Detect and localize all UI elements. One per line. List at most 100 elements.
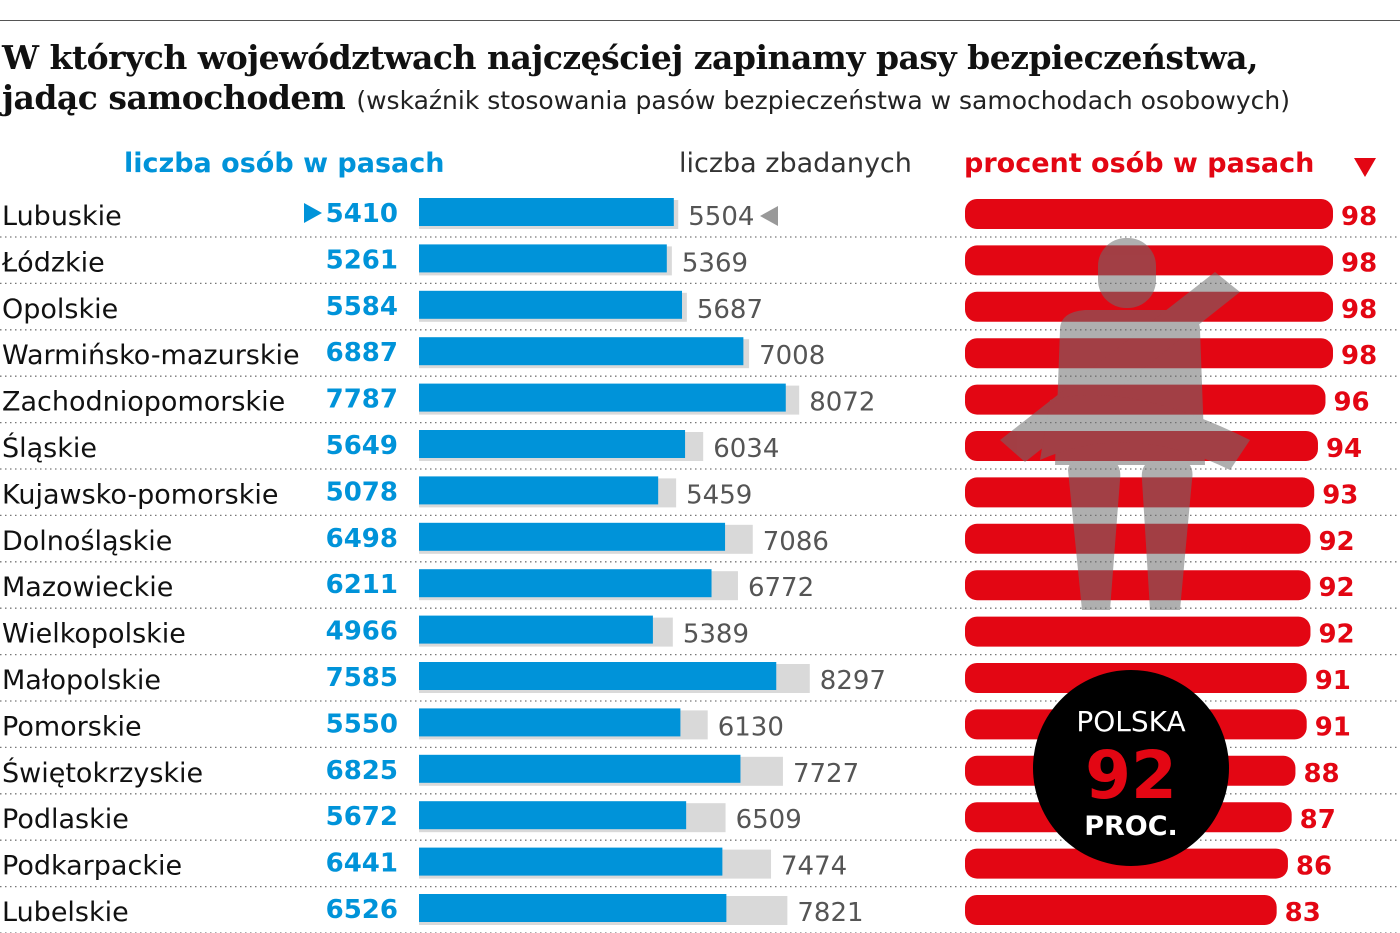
badge-value-label: 92 xyxy=(1085,737,1177,814)
surveyed-value-label: 8072 xyxy=(809,388,875,418)
surveyed-value-label: 7727 xyxy=(793,759,859,789)
percent-value-label: 96 xyxy=(1333,388,1369,418)
surveyed-value-label: 6034 xyxy=(713,434,779,464)
belted-value-label: 6441 xyxy=(326,849,398,879)
percent-value-label: 92 xyxy=(1318,527,1354,557)
belted-bar xyxy=(419,754,741,783)
chart-subtitle: (wskaźnik stosowania pasów bezpieczeństw… xyxy=(356,86,1290,115)
belted-value-label: 5410 xyxy=(326,199,398,229)
category-label: Pomorskie xyxy=(2,711,142,742)
category-label: Dolnośląskie xyxy=(2,526,172,557)
category-label: Opolskie xyxy=(2,294,118,325)
belted-bar xyxy=(419,662,777,690)
belted-bar xyxy=(419,290,683,319)
title-line-1: W których województwach najczęściej zapi… xyxy=(2,38,1259,77)
surveyed-value-label: 8297 xyxy=(820,666,886,696)
category-label: Łódzkie xyxy=(1,247,105,278)
percent-value-label: 83 xyxy=(1285,898,1321,928)
category-label: Kujawsko-pomorskie xyxy=(2,479,279,510)
percent-value-label: 91 xyxy=(1315,666,1351,696)
header-percent: procent osób w pasach xyxy=(964,148,1315,179)
belted-value-label: 7585 xyxy=(326,663,398,693)
surveyed-value-label: 5459 xyxy=(686,480,752,510)
percent-bar xyxy=(965,570,1311,601)
percent-value-label: 94 xyxy=(1326,434,1362,464)
belted-bar xyxy=(419,244,667,273)
percent-value-label: 88 xyxy=(1303,759,1339,789)
percent-value-label: 98 xyxy=(1341,295,1377,325)
percent-value-label: 98 xyxy=(1341,202,1377,232)
triangle-left-icon xyxy=(760,206,778,226)
category-label: Warmińsko-mazurskie xyxy=(2,340,300,371)
belted-value-label: 7787 xyxy=(326,385,398,415)
percent-value-label: 93 xyxy=(1322,480,1358,510)
category-label: Mazowieckie xyxy=(2,572,173,603)
badge-top-label: POLSKA xyxy=(1076,705,1185,738)
percent-bar xyxy=(965,616,1311,647)
surveyed-value-label: 7474 xyxy=(781,852,847,882)
belted-value-label: 6887 xyxy=(326,338,398,368)
surveyed-value-label: 6130 xyxy=(718,712,784,742)
category-label: Zachodniopomorskie xyxy=(2,387,285,418)
surveyed-value-label: 7008 xyxy=(759,341,825,371)
chart-title: W których województwach najczęściej zapi… xyxy=(2,38,1290,121)
head xyxy=(1098,238,1156,308)
category-label: Lubelskie xyxy=(2,897,129,928)
national-badge xyxy=(1033,670,1229,866)
belted-value-label: 5078 xyxy=(326,477,398,507)
surveyed-value-label: 6772 xyxy=(748,573,814,603)
triangle-right-icon xyxy=(304,203,322,223)
surveyed-value-label: 5687 xyxy=(697,295,763,325)
top-rule xyxy=(0,20,1400,21)
surveyed-value-label: 5369 xyxy=(682,248,748,278)
percent-value-label: 98 xyxy=(1341,341,1377,371)
category-label: Wielkopolskie xyxy=(2,619,186,650)
belted-bar xyxy=(419,337,744,366)
header-belted: liczba osób w pasach xyxy=(124,148,445,179)
belted-bar xyxy=(419,708,681,737)
surveyed-value-label: 5504 xyxy=(688,202,754,232)
percent-bar xyxy=(965,291,1333,322)
belted-bar xyxy=(419,847,723,876)
belted-value-label: 5672 xyxy=(326,802,398,832)
surveyed-value-label: 6509 xyxy=(736,805,802,835)
belted-value-label: 6526 xyxy=(326,895,398,925)
belted-bar xyxy=(419,569,712,598)
belted-bar xyxy=(419,801,687,830)
category-label: Świętokrzyskie xyxy=(2,757,203,789)
header-surveyed: liczba zbadanych xyxy=(679,148,912,179)
percent-bar xyxy=(965,895,1277,925)
percent-value-label: 92 xyxy=(1318,573,1354,603)
category-label: Podlaskie xyxy=(2,804,129,835)
percent-value-label: 98 xyxy=(1341,248,1377,278)
belted-bar xyxy=(419,476,659,505)
belted-value-label: 6211 xyxy=(326,570,398,600)
belted-value-label: 5584 xyxy=(326,292,398,322)
belted-value-label: 5550 xyxy=(326,709,398,739)
category-label: Małopolskie xyxy=(2,665,161,696)
percent-value-label: 87 xyxy=(1300,805,1336,835)
title-line-2: jadąc samochodem xyxy=(2,78,346,117)
percent-value-label: 91 xyxy=(1315,712,1351,742)
percent-bar xyxy=(965,523,1311,554)
lap-belt xyxy=(1040,395,1250,470)
left-leg xyxy=(1068,460,1121,610)
percent-value-label: 92 xyxy=(1318,620,1354,650)
belted-bar xyxy=(419,430,686,458)
seatbelt-person-icon xyxy=(1000,238,1250,610)
belted-value-label: 5649 xyxy=(326,431,398,461)
category-label: Lubuskie xyxy=(2,201,122,232)
category-label: Podkarpackie xyxy=(2,851,182,882)
triangle-down-icon xyxy=(1354,158,1376,177)
title-line-2-wrap: jadąc samochodem (wskaźnik stosowania pa… xyxy=(2,78,1290,121)
surveyed-value-label: 7821 xyxy=(797,898,863,928)
percent-value-label: 86 xyxy=(1296,852,1332,882)
belted-bar xyxy=(419,522,726,551)
belted-value-label: 6825 xyxy=(326,756,398,786)
belted-bar xyxy=(419,894,727,922)
belted-value-label: 6498 xyxy=(326,524,398,554)
percent-bar xyxy=(965,477,1315,508)
percent-bar xyxy=(965,199,1333,229)
belted-bar xyxy=(419,383,786,412)
